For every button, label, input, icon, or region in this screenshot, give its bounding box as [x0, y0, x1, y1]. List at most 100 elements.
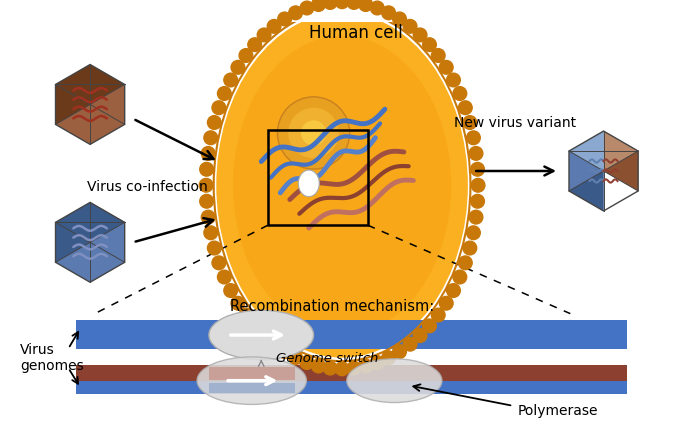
Circle shape — [467, 226, 480, 240]
Ellipse shape — [197, 357, 307, 404]
Circle shape — [323, 0, 337, 9]
Text: Virus co-infection: Virus co-infection — [87, 180, 207, 194]
Circle shape — [202, 147, 215, 160]
Polygon shape — [569, 131, 603, 151]
Circle shape — [382, 6, 395, 19]
Circle shape — [470, 194, 484, 208]
Ellipse shape — [301, 120, 326, 145]
Circle shape — [382, 351, 395, 365]
Bar — [76, 366, 627, 381]
Polygon shape — [55, 84, 90, 124]
Circle shape — [393, 12, 407, 26]
Circle shape — [467, 131, 480, 145]
Circle shape — [312, 359, 326, 373]
Circle shape — [202, 210, 215, 224]
Circle shape — [458, 256, 472, 270]
Polygon shape — [55, 202, 125, 222]
Circle shape — [224, 73, 237, 87]
Circle shape — [231, 61, 245, 74]
Bar — [209, 382, 295, 393]
Polygon shape — [90, 65, 125, 84]
Circle shape — [359, 0, 372, 11]
Text: Polymerase: Polymerase — [518, 404, 598, 418]
Polygon shape — [569, 131, 603, 171]
Bar — [76, 320, 627, 336]
Polygon shape — [603, 131, 638, 191]
Circle shape — [453, 270, 467, 284]
Circle shape — [370, 356, 384, 370]
Circle shape — [413, 329, 427, 343]
Circle shape — [231, 297, 245, 310]
Circle shape — [393, 345, 407, 358]
Circle shape — [248, 319, 262, 333]
Polygon shape — [90, 65, 125, 104]
Bar — [76, 381, 627, 394]
Circle shape — [413, 28, 427, 42]
Circle shape — [458, 101, 472, 114]
Circle shape — [212, 256, 225, 270]
Bar — [209, 367, 295, 380]
Circle shape — [204, 131, 218, 145]
Circle shape — [471, 179, 485, 192]
Circle shape — [469, 147, 483, 160]
Polygon shape — [90, 202, 125, 222]
Circle shape — [239, 308, 253, 322]
Circle shape — [199, 194, 213, 208]
Polygon shape — [603, 151, 638, 191]
Circle shape — [423, 38, 436, 52]
Polygon shape — [55, 202, 125, 282]
Polygon shape — [55, 202, 90, 242]
Circle shape — [207, 241, 221, 255]
Circle shape — [267, 19, 281, 33]
Circle shape — [470, 162, 484, 176]
Circle shape — [403, 337, 417, 351]
Circle shape — [288, 6, 302, 19]
Ellipse shape — [216, 13, 468, 358]
Circle shape — [278, 12, 291, 26]
Ellipse shape — [209, 310, 314, 360]
Circle shape — [288, 351, 302, 365]
Circle shape — [359, 359, 372, 373]
Bar — [268, 130, 368, 225]
Circle shape — [347, 361, 360, 375]
Circle shape — [463, 241, 477, 255]
Circle shape — [403, 19, 417, 33]
Circle shape — [447, 73, 461, 87]
Ellipse shape — [288, 108, 339, 158]
Text: New virus variant: New virus variant — [454, 116, 576, 130]
Circle shape — [431, 49, 445, 62]
Text: Recombination mechanism:: Recombination mechanism: — [230, 300, 435, 314]
Circle shape — [440, 297, 453, 310]
Ellipse shape — [277, 97, 350, 169]
Circle shape — [447, 284, 461, 297]
Circle shape — [440, 61, 453, 74]
Polygon shape — [569, 171, 603, 211]
Ellipse shape — [233, 36, 452, 335]
Ellipse shape — [298, 170, 319, 197]
Circle shape — [224, 284, 237, 297]
Circle shape — [431, 308, 445, 322]
Circle shape — [463, 116, 477, 130]
Circle shape — [370, 1, 384, 15]
Polygon shape — [55, 65, 90, 104]
Circle shape — [199, 179, 213, 192]
Circle shape — [300, 1, 314, 15]
Circle shape — [278, 345, 291, 358]
Circle shape — [218, 87, 231, 100]
Circle shape — [212, 101, 225, 114]
Circle shape — [423, 319, 436, 333]
Polygon shape — [569, 131, 603, 211]
Text: Human cell: Human cell — [309, 24, 403, 42]
Circle shape — [335, 0, 349, 8]
Circle shape — [257, 329, 271, 343]
Ellipse shape — [346, 359, 442, 403]
Polygon shape — [55, 65, 125, 145]
Circle shape — [218, 270, 231, 284]
Text: Virus
genomes: Virus genomes — [20, 343, 84, 373]
Polygon shape — [55, 65, 125, 84]
Circle shape — [469, 210, 483, 224]
Circle shape — [323, 361, 337, 375]
Circle shape — [347, 0, 360, 9]
Circle shape — [312, 0, 326, 11]
Circle shape — [267, 337, 281, 351]
